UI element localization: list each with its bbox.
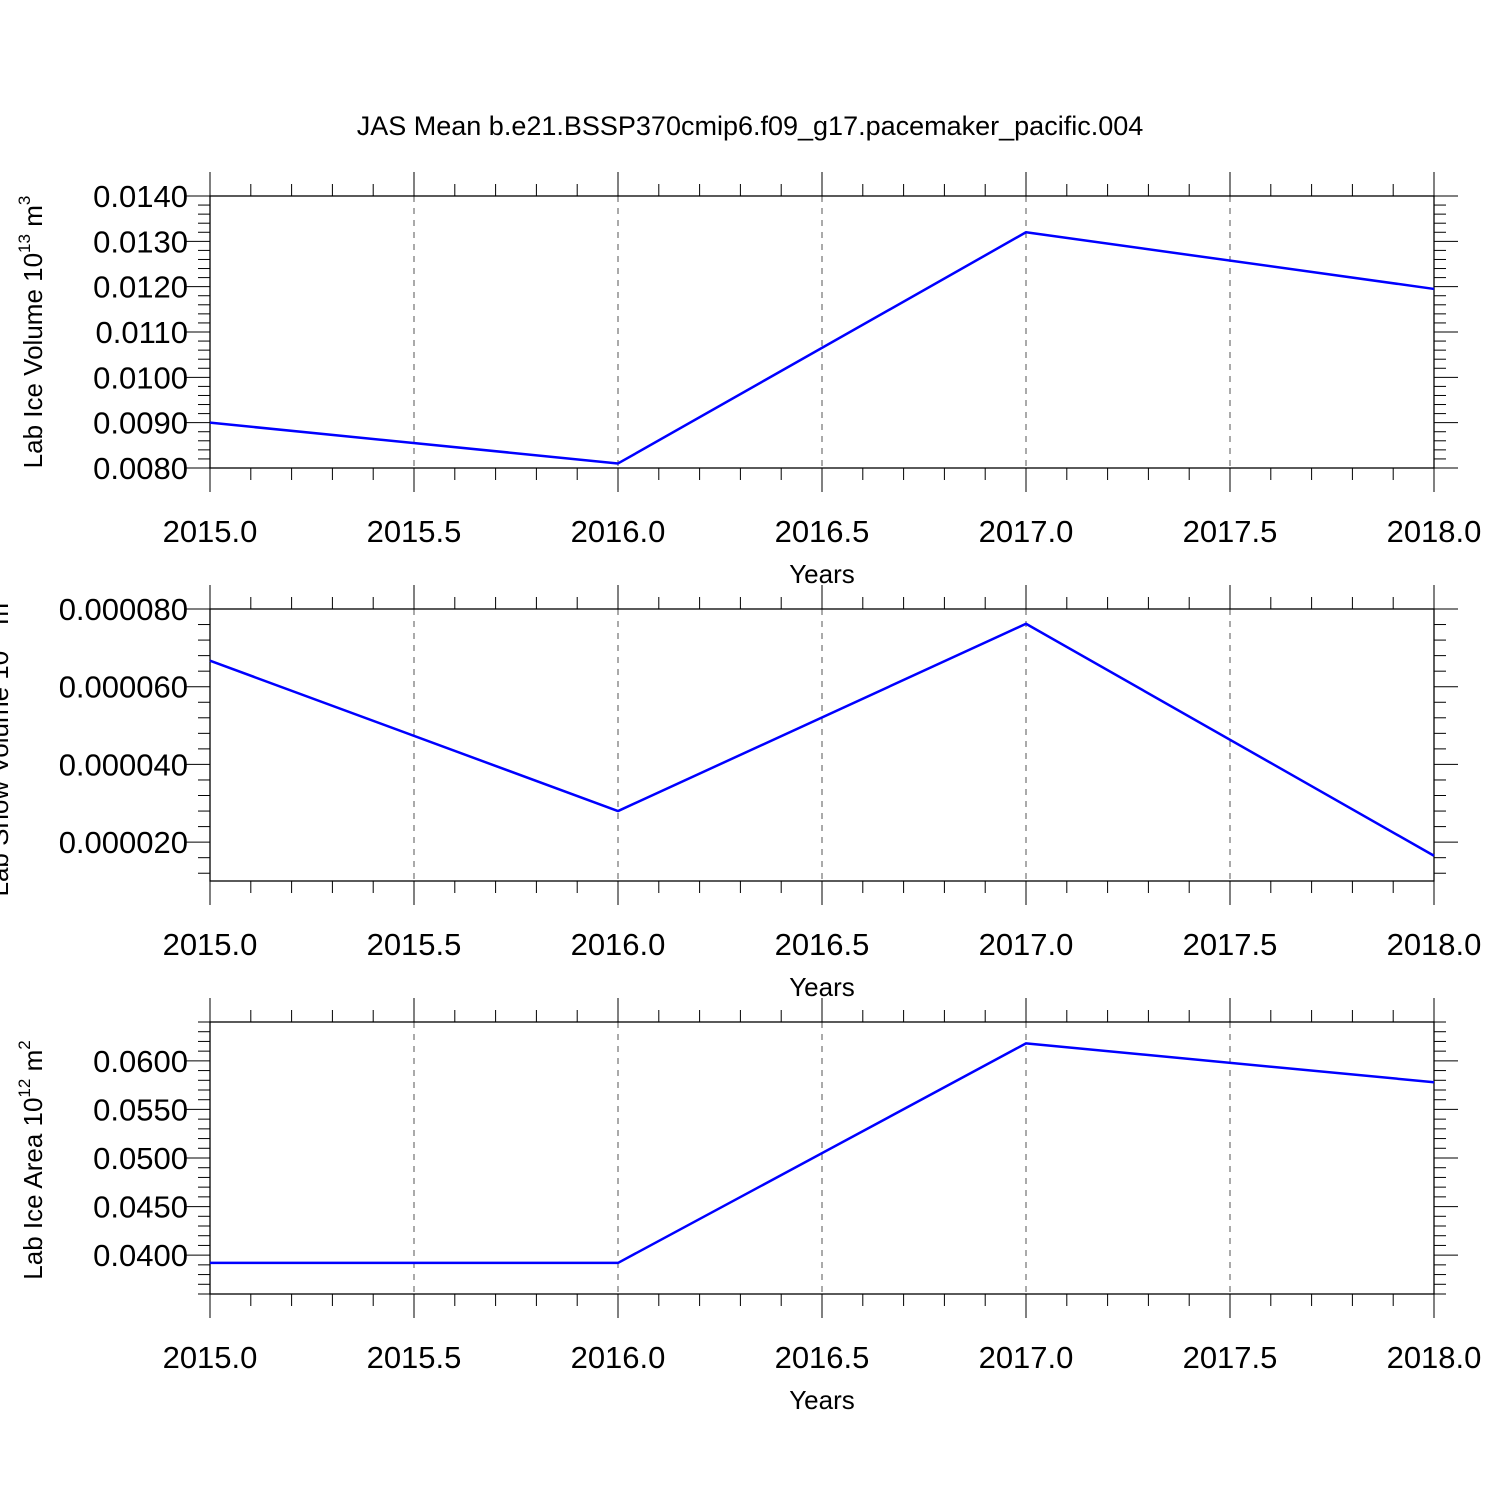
y-axis-label-text: m [0, 603, 14, 632]
x-tick-label: 2016.5 [775, 1340, 870, 1375]
series-line [210, 1042, 1435, 1265]
y-axis-label-exponent: 13 [15, 234, 34, 253]
x-tick-label: 2018.0 [1387, 514, 1482, 549]
y-axis-label-text: Lab Ice Area 10 [18, 1098, 48, 1280]
y-axis-label-text: Lab Ice Volume 10 [18, 253, 48, 468]
x-axis-label: Years [789, 1385, 855, 1415]
y-axis-label-text: Lab Snow Volume 10 [0, 651, 14, 897]
x-tick-label: 2018.0 [1387, 1340, 1482, 1375]
y-tick-label: 0.0400 [93, 1238, 188, 1273]
y-axis-label-exponent: 3 [15, 196, 34, 205]
y-axis-label-text: m [18, 1050, 48, 1079]
y-tick-label: 0.0450 [93, 1190, 188, 1225]
y-tick-label: 0.0120 [93, 270, 188, 305]
x-tick-label: 2015.5 [367, 1340, 462, 1375]
panel-ice-area: 0.0400 0.0450 0.0500 0.0550 0.0600 2015.0 2015… [15, 998, 1481, 1415]
y-tick-label: 0.000020 [59, 825, 188, 860]
y-tick-label: 0.000060 [59, 670, 188, 705]
x-tick-label: 2015.5 [367, 927, 462, 962]
x-tick-label: 2015.5 [367, 514, 462, 549]
y-tick-label: 0.0090 [93, 406, 188, 441]
y-axis-label-text: m [18, 205, 48, 234]
x-tick-label: 2015.0 [163, 927, 258, 962]
y-tick-label: 0.0080 [93, 451, 188, 486]
y-tick-label: 0.0500 [93, 1141, 188, 1176]
y-axis-label-exponent: 2 [15, 1040, 34, 1049]
x-tick-label: 2016.5 [775, 514, 870, 549]
x-tick-label: 2016.0 [571, 927, 666, 962]
x-tick-label: 2017.0 [979, 1340, 1074, 1375]
series-line [209, 231, 1435, 465]
x-tick-label: 2017.5 [1183, 514, 1278, 549]
x-tick-label: 2017.0 [979, 927, 1074, 962]
y-tick-label: 0.0550 [93, 1092, 188, 1127]
x-tick-label: 2015.0 [163, 514, 258, 549]
y-tick-label: 0.0130 [93, 224, 188, 259]
chart-title: JAS Mean b.e21.BSSP370cmip6.f09_g17.pace… [357, 111, 1144, 141]
x-tick-label: 2016.0 [571, 1340, 666, 1375]
x-tick-label: 2016.5 [775, 927, 870, 962]
y-tick-label: 0.0100 [93, 360, 188, 395]
y-tick-label: 0.0140 [93, 179, 188, 214]
panel-snow-volume: 0.000020 0.000040 0.000060 0.000080 2015.0 20… [0, 585, 1481, 1002]
y-axis-label: Lab Ice Volume 1013 m3 [15, 196, 48, 469]
y-tick-label: 0.0110 [95, 315, 188, 350]
x-axis-label: Years [789, 559, 855, 589]
series-line [209, 622, 1435, 857]
y-tick-label: 0.0600 [93, 1044, 188, 1079]
x-tick-label: 2017.5 [1183, 1340, 1278, 1375]
y-axis-label: Lab Snow Volume 1013 m3 [0, 593, 14, 896]
x-tick-label: 2015.0 [163, 1340, 258, 1375]
x-tick-label: 2017.0 [979, 514, 1074, 549]
x-tick-label: 2017.5 [1183, 927, 1278, 962]
y-axis-label-exponent: 12 [15, 1079, 34, 1098]
x-tick-label: 2016.0 [571, 514, 666, 549]
panel-ice-volume: 0.0080 0.0090 0.0100 0.0110 0.0120 0.0130 0.01… [15, 172, 1481, 589]
y-tick-label: 0.000040 [59, 747, 188, 782]
x-axis-label: Years [789, 972, 855, 1002]
y-tick-label: 0.000080 [59, 592, 188, 627]
x-tick-label: 2018.0 [1387, 927, 1482, 962]
y-axis-label: Lab Ice Area 1012 m2 [15, 1040, 48, 1279]
